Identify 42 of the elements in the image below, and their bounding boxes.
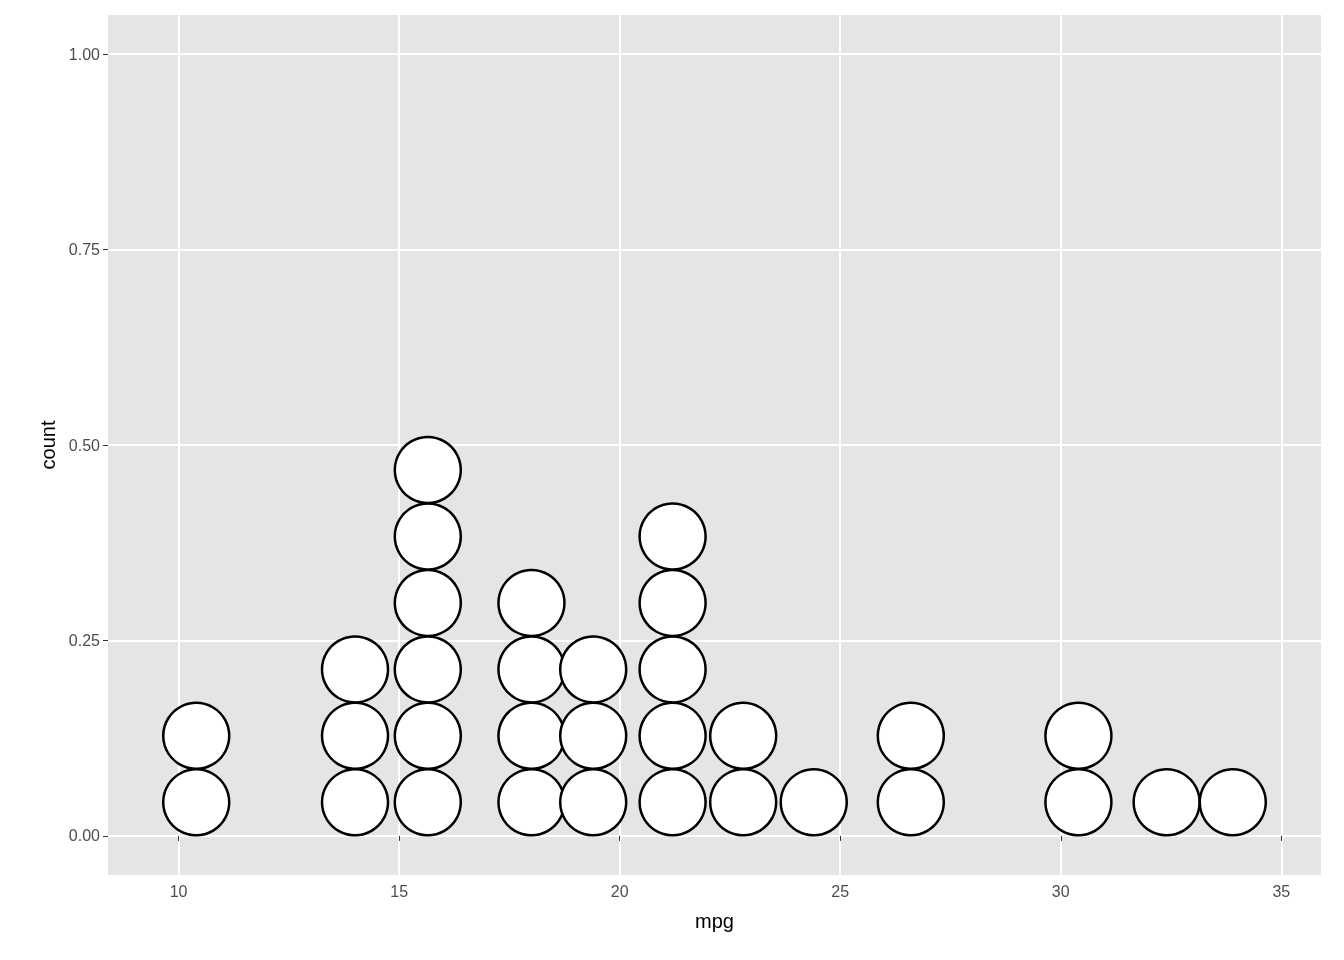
point (320, 701, 390, 771)
x-tick-label: 10 (169, 882, 188, 900)
point (1044, 701, 1113, 771)
point (559, 701, 628, 771)
point (638, 768, 707, 837)
point (638, 502, 707, 571)
y-tick-label: 0.75 (68, 241, 101, 259)
point (876, 768, 946, 837)
point (162, 701, 231, 771)
point (1198, 768, 1268, 837)
point (393, 568, 463, 638)
point (393, 435, 463, 505)
x-tick-label: 25 (831, 882, 850, 900)
x-tick-label: 15 (390, 882, 409, 900)
point (162, 768, 231, 837)
point (559, 768, 628, 837)
point (708, 701, 778, 771)
point (320, 635, 390, 704)
x-tick-label: 30 (1051, 882, 1070, 900)
point (497, 568, 566, 638)
y-tick-label: 0.50 (68, 436, 101, 454)
point (638, 635, 707, 704)
point (559, 635, 628, 704)
point (638, 568, 707, 638)
point (393, 635, 463, 704)
y-tick-label: 0.00 (68, 827, 101, 845)
point (708, 768, 778, 837)
point (1044, 768, 1113, 837)
point (1132, 768, 1201, 837)
y-axis-title: count (36, 420, 59, 470)
point (393, 701, 463, 771)
point (638, 701, 707, 771)
point (393, 502, 463, 571)
x-tick-label: 35 (1272, 882, 1291, 900)
point (320, 768, 390, 837)
y-tick-label: 0.25 (68, 631, 101, 649)
x-axis-title: mpg (695, 910, 734, 932)
y-tick-label: 1.00 (68, 45, 101, 63)
point (876, 701, 946, 771)
x-tick-label: 20 (610, 882, 629, 900)
point (779, 768, 848, 837)
point (393, 768, 463, 837)
